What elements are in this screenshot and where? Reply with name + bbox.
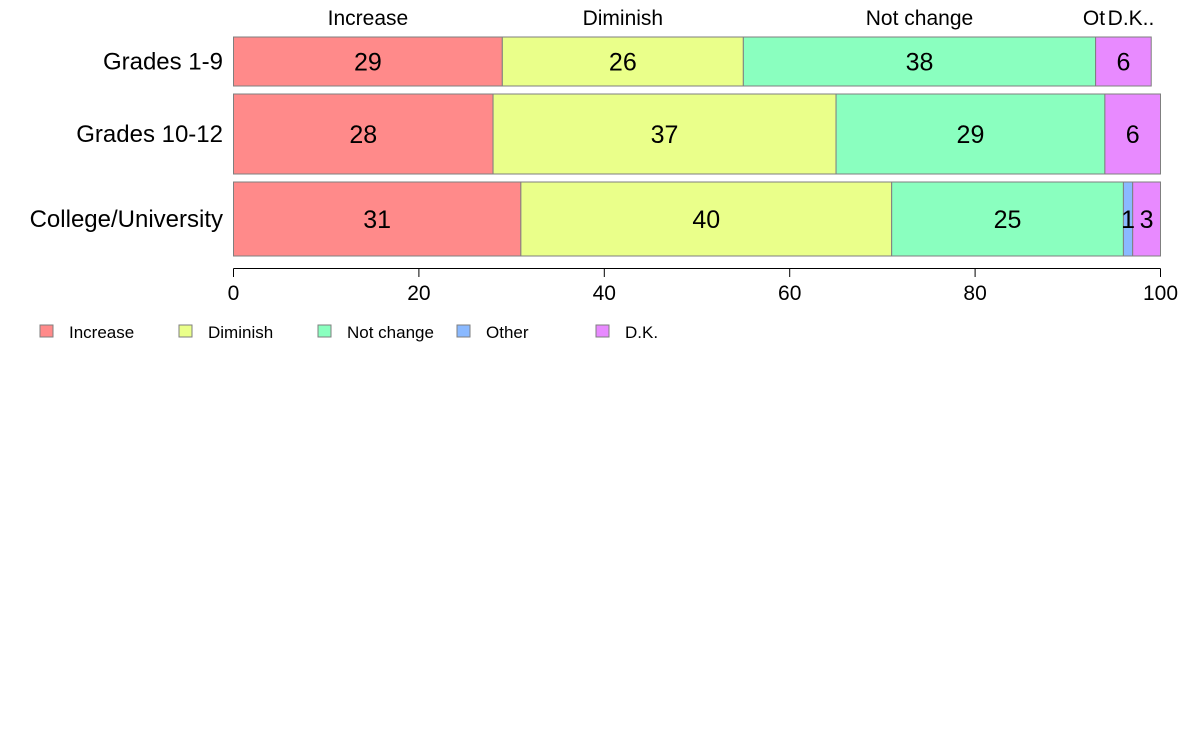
bar-segment — [501, 36, 744, 87]
x-tick-label: 0 — [228, 282, 240, 305]
column-header: D.K.. — [1108, 7, 1155, 30]
data-label: 28 — [349, 121, 377, 149]
data-label: 40 — [692, 206, 720, 234]
legend-label: Increase — [69, 323, 134, 342]
data-label: 29 — [957, 121, 985, 149]
data-label: 37 — [651, 121, 679, 149]
bar-segment — [233, 93, 494, 175]
bars-layer — [233, 36, 1162, 257]
data-label: 38 — [906, 49, 934, 77]
data-label: 6 — [1126, 121, 1140, 149]
column-header: Increase — [328, 7, 409, 30]
x-tick-label: 20 — [407, 282, 430, 305]
bar-segment — [742, 36, 1097, 87]
data-label: 3 — [1140, 206, 1154, 234]
bar-segment — [1095, 36, 1152, 87]
legend-swatch — [178, 324, 193, 338]
data-label: 1 — [1121, 206, 1135, 234]
x-axis: 0 20 40 60 80 100 — [228, 268, 1178, 305]
x-tick-label: 80 — [963, 282, 986, 305]
bar-segment — [835, 93, 1106, 175]
bar-segment — [233, 36, 503, 87]
legend-label: Diminish — [208, 323, 273, 342]
column-header: Diminish — [583, 7, 664, 30]
legend-swatch — [317, 324, 332, 338]
legend: Increase Diminish Not change Other D.K. — [39, 323, 658, 342]
x-tick-label: 60 — [778, 282, 801, 305]
bar-segment — [1104, 93, 1162, 175]
column-header: Ot — [1083, 7, 1105, 30]
bar-segment — [492, 93, 837, 175]
bar-segment — [1132, 181, 1161, 257]
legend-swatch — [456, 324, 471, 338]
x-tick-label: 100 — [1143, 282, 1178, 305]
category-label: Grades 1-9 — [103, 49, 223, 76]
labels-layer: 29 26 38 6 Grades 1-9 28 37 29 6 Grades 10-12 31 40… — [30, 7, 1155, 234]
data-label: 31 — [363, 206, 391, 234]
data-label: 29 — [354, 49, 382, 77]
data-label: 6 — [1116, 49, 1130, 77]
x-tick-label: 40 — [593, 282, 616, 305]
legend-swatch — [595, 324, 610, 338]
category-label: College/University — [30, 206, 223, 233]
data-label: 25 — [994, 206, 1022, 234]
legend-label: D.K. — [625, 323, 658, 342]
legend-swatch — [39, 324, 54, 338]
column-header: Not change — [866, 7, 973, 30]
legend-label: Other — [486, 323, 529, 342]
category-label: Grades 10-12 — [76, 121, 223, 148]
bar-segment — [233, 181, 522, 257]
bar-segment — [520, 181, 893, 257]
data-label: 26 — [609, 49, 637, 77]
legend-label: Not change — [347, 323, 434, 342]
